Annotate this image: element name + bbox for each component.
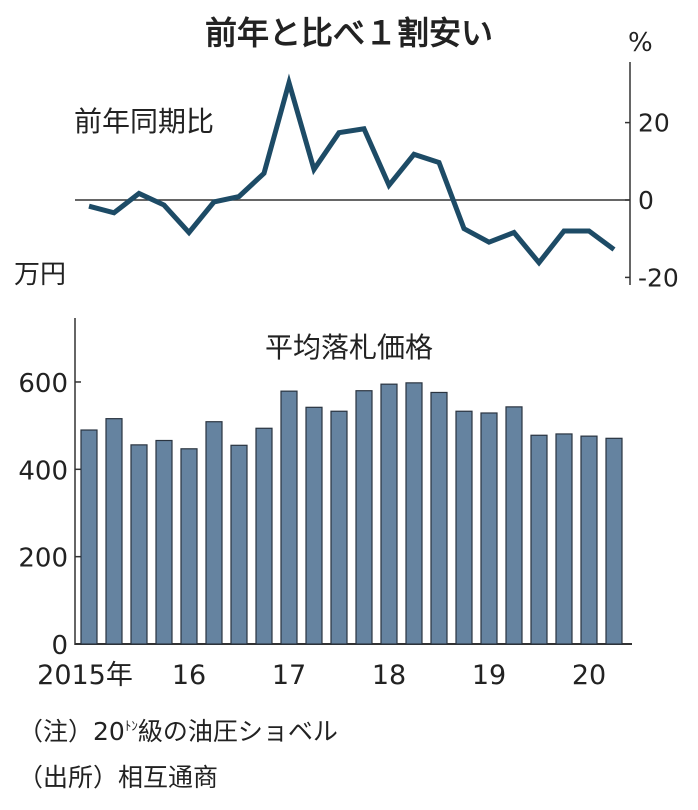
bar: [455, 410, 473, 645]
bar-unit-label: 万円: [14, 260, 67, 290]
line-unit-label: %: [628, 28, 653, 58]
line-y-tick-label: -20: [638, 263, 679, 292]
bar: [555, 433, 573, 645]
bar: [580, 435, 598, 645]
bar-y-tick-label: 400: [18, 456, 68, 486]
bar: [80, 429, 98, 645]
bar: [305, 406, 323, 645]
line-series: [88, 73, 616, 267]
bar-y-tick-label: 600: [18, 369, 68, 399]
note-prefix: （注）20: [18, 717, 125, 746]
bar-x-tick-label: 16: [172, 660, 206, 691]
bar: [105, 418, 123, 645]
source-note: （出所）相互通商: [18, 763, 219, 792]
bar-x-tick-label: 17: [272, 660, 306, 691]
bar: [430, 391, 448, 645]
bar-x-tick-label: 20: [572, 660, 606, 691]
bar: [205, 421, 223, 645]
bar-y-tick-label: 200: [18, 544, 68, 574]
bar: [480, 412, 498, 645]
line-y-tick-label: 20: [638, 109, 670, 138]
bar: [405, 382, 423, 645]
bar-x-tick-label: 18: [372, 660, 406, 691]
chart-title: 前年と比べ１割安い: [204, 14, 493, 52]
bar: [280, 390, 298, 645]
note-unit: ﾄﾝ: [124, 719, 138, 735]
note: （注）20ﾄﾝ級の油圧ショベル: [18, 712, 338, 748]
note-rest: 級の油圧ショベル: [137, 717, 338, 746]
bar-x-tick-label: 2015年: [37, 660, 133, 691]
bar: [155, 439, 173, 645]
bar-y-tick-label: 0: [51, 631, 68, 661]
bar: [355, 390, 373, 645]
bar: [380, 383, 398, 645]
line-chart-title: 前年同期比: [74, 105, 215, 138]
bar: [180, 448, 198, 645]
bar: [330, 410, 348, 645]
bar: [230, 444, 248, 645]
line-y-tick-label: 0: [638, 186, 654, 215]
bar: [505, 406, 523, 645]
bar-chart-title: 平均落札価格: [264, 331, 433, 364]
bar: [530, 434, 548, 645]
bar: [130, 444, 148, 645]
bar: [605, 437, 623, 645]
bar: [255, 427, 273, 645]
bar-x-tick-label: 19: [472, 660, 506, 691]
